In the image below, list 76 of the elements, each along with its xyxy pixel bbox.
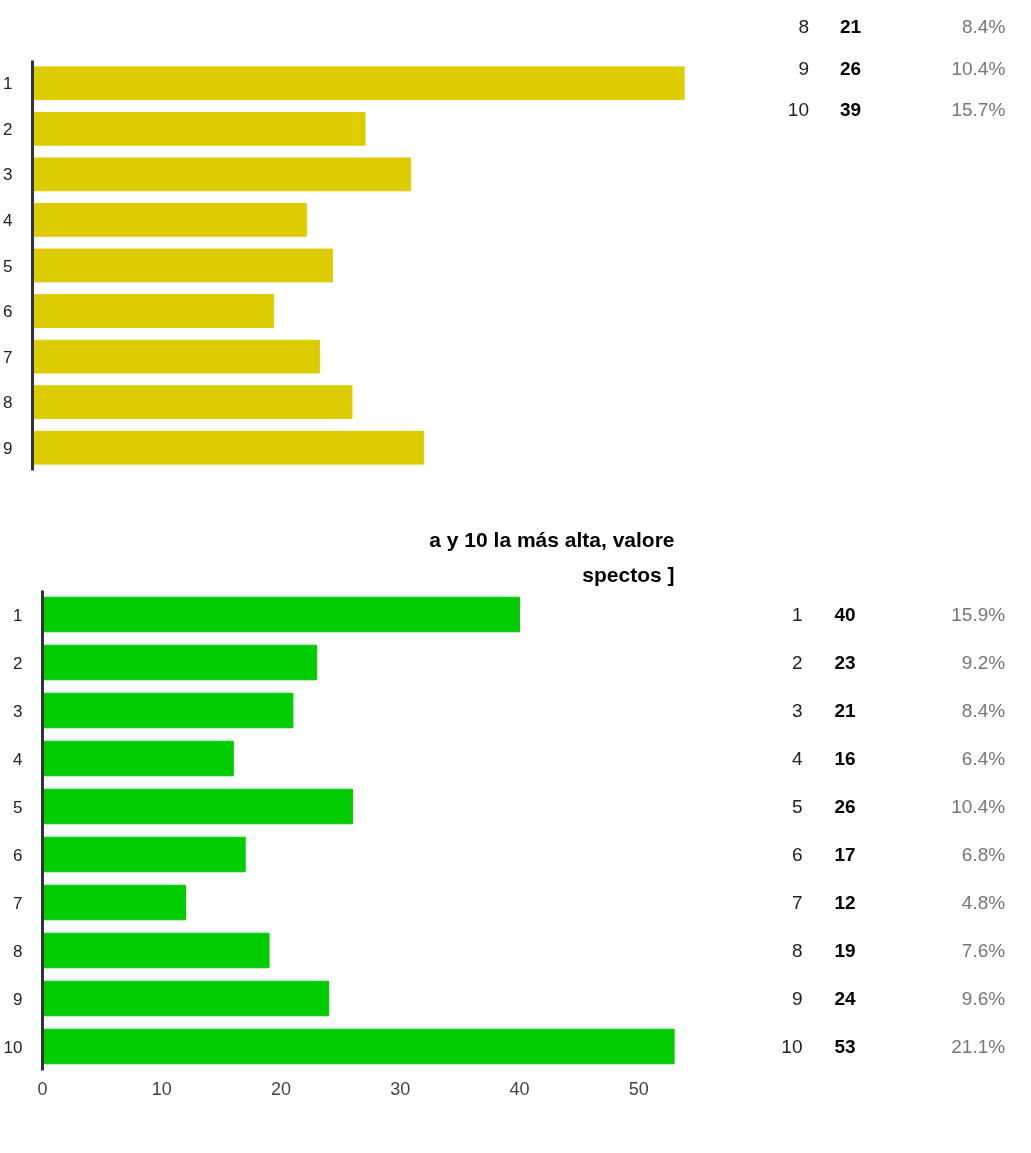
data-label: 19 [834,940,856,961]
bar [42,884,187,921]
bar [42,980,330,1017]
x-tick-label: 10 [151,1078,172,1099]
x-tick-label: 0 [37,1078,48,1099]
bar [42,1028,675,1065]
data-label: 16 [834,748,856,769]
category-label: 9 [798,57,810,79]
x-tick-label: 50 [628,1078,649,1099]
data-label: 24 [834,988,857,1009]
y-tick-label: 3 [3,165,13,185]
y-tick-label: 1 [3,74,13,94]
data-label: 53 [834,1036,856,1057]
text: 8.4% [961,700,1006,721]
y-tick-label: 6 [3,302,13,322]
x-tick-label: 40 [509,1078,530,1099]
y-tick-label: 8 [13,941,23,961]
x-tick-label: 30 [390,1078,411,1099]
chart-subtitle: spectos ] [582,562,675,586]
y-tick-label: 4 [13,749,23,769]
category-label: 5 [791,796,803,817]
data-label: 39 [840,99,862,121]
text: 15.7% [951,99,1006,121]
y-tick-label: 9 [3,438,13,458]
text: 9.6% [961,988,1006,1009]
category-label: 10 [787,99,810,121]
bar [42,740,234,777]
text: 15.9% [951,604,1006,625]
data-label: 21 [840,15,862,37]
y-tick-label: 7 [3,347,13,367]
y-tick-label: 10 [3,1037,23,1057]
data-label: 12 [834,892,856,913]
y-tick-label: 1 [13,605,23,625]
text: 8.4% [962,15,1006,37]
bar [42,596,520,633]
text: 6.4% [961,748,1006,769]
text: 9.2% [961,652,1006,673]
y-tick-label: 5 [13,797,23,817]
text: 21.1% [951,1036,1006,1057]
data-label: 26 [840,57,862,79]
bar [42,932,270,969]
y-tick-label: 2 [3,119,13,139]
chart-title: a y 10 la más alta, valore [429,527,675,551]
text: 7.6% [961,940,1006,961]
text: 4.8% [961,892,1006,913]
category-label: 10 [781,1036,803,1057]
y-tick-label: 9 [13,989,23,1009]
data-label: 21 [834,700,857,721]
data-label: 17 [834,844,856,865]
category-label: 9 [791,988,803,1009]
category-label: 1 [791,604,803,625]
y-tick-label: 6 [13,845,23,865]
text: 10.4% [951,796,1006,817]
category-label: 2 [791,652,803,673]
category-label: 7 [791,892,803,913]
text: 10.4% [951,57,1006,79]
data-label: 23 [834,652,856,673]
y-tick-label: 7 [13,893,23,913]
y-tick-label: 2 [13,653,23,673]
y-tick-label: 3 [13,701,23,721]
category-label: 6 [791,844,803,865]
text: 6.8% [961,844,1006,865]
category-label: 4 [791,748,803,769]
category-label: 3 [791,700,803,721]
x-tick-label: 20 [270,1078,292,1099]
y-tick-label: 5 [3,256,13,276]
y-tick-label: 4 [3,210,13,230]
bar [42,644,318,681]
category-label: 8 [798,15,810,37]
bar [42,788,354,825]
category-label: 8 [791,940,803,961]
data-label: 40 [834,604,856,625]
bar [42,836,246,873]
data-label: 26 [834,796,856,817]
bar [42,692,294,729]
y-tick-label: 8 [3,393,13,413]
